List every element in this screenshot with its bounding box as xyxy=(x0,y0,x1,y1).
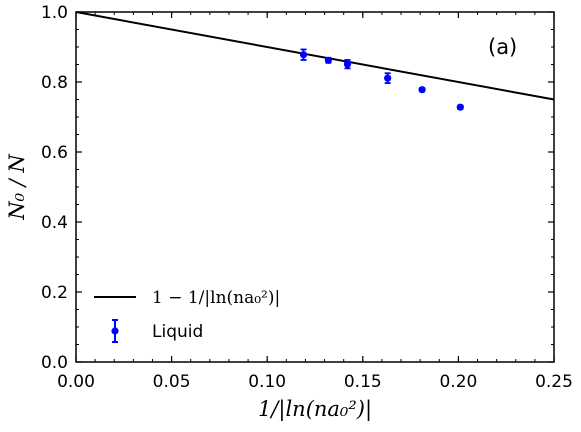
x-tick-label: 0.10 xyxy=(248,372,286,392)
y-tick-label: 0.4 xyxy=(41,213,68,233)
x-tick-label: 0.25 xyxy=(535,372,573,392)
data-point-liquid xyxy=(299,51,308,59)
legend: 1 − 1/|ln(na₀²)| Liquid xyxy=(94,288,280,343)
data-point-liquid xyxy=(456,103,464,111)
x-tick-label: 0.05 xyxy=(153,372,191,392)
y-tick-label: 0.6 xyxy=(41,143,68,163)
y-tick-label: 1.0 xyxy=(41,3,68,23)
y-tick-label: 0.2 xyxy=(41,283,68,303)
panel-label: (a) xyxy=(488,35,517,59)
legend-entry-liquid: Liquid xyxy=(152,322,203,342)
y-tick-label: 0.8 xyxy=(41,73,68,93)
x-axis-label: 1/|ln(na₀²)| xyxy=(258,397,372,422)
plot-frame xyxy=(75,11,555,363)
data-point-liquid xyxy=(324,56,332,64)
data-point-liquid xyxy=(384,74,392,82)
y-axis-label: N₀ / N xyxy=(5,154,29,221)
data-point-liquid xyxy=(343,60,352,68)
y-tick-label: 0.0 xyxy=(41,353,68,373)
x-tick-label: 0.20 xyxy=(439,372,477,392)
x-tick-label: 0.00 xyxy=(57,372,95,392)
legend-marker-swatch xyxy=(111,327,119,335)
data-point-liquid xyxy=(418,86,426,94)
x-tick-label: 0.15 xyxy=(344,372,382,392)
legend-entry-line: 1 − 1/|ln(na₀²)| xyxy=(152,288,280,308)
series-line-theory xyxy=(75,11,555,101)
